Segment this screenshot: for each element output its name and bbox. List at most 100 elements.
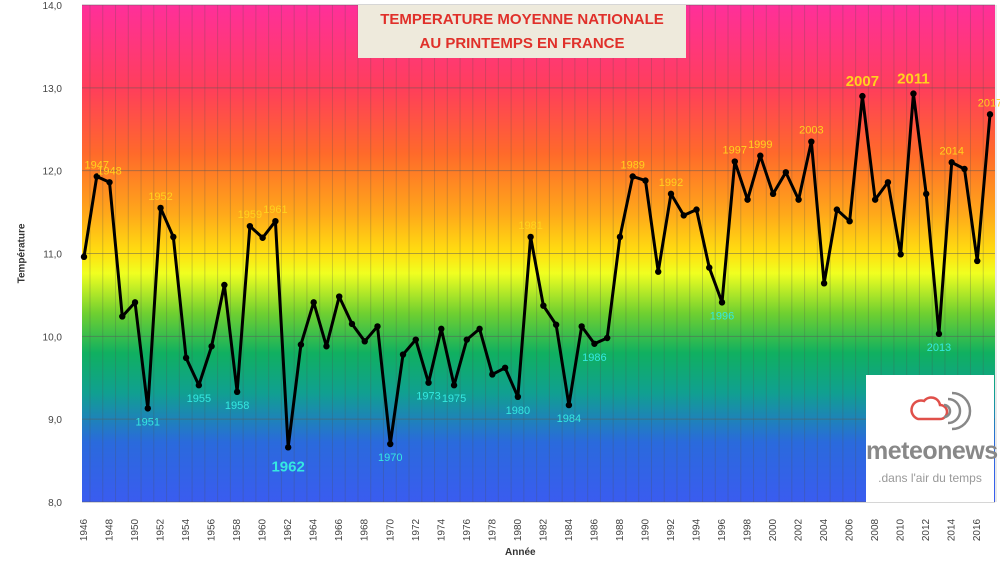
low-year-label: 1958	[225, 400, 249, 412]
x-tick-label: 2004	[819, 518, 830, 541]
low-year-label: 1955	[187, 393, 211, 405]
y-tick-label: 14,0	[43, 1, 63, 12]
data-point	[565, 401, 573, 409]
data-point	[259, 234, 266, 241]
high-year-label: 1961	[263, 204, 287, 216]
data-point	[706, 264, 713, 271]
x-tick-label: 1952	[156, 518, 167, 541]
data-point	[833, 206, 841, 213]
x-tick-label: 2002	[794, 518, 805, 541]
data-point	[336, 293, 343, 300]
x-tick-label: 1988	[615, 518, 626, 541]
data-point	[655, 268, 662, 275]
low-year-label: 1975	[442, 393, 466, 405]
high-year-label: 2014	[939, 145, 963, 157]
y-tick-label: 11,0	[43, 250, 62, 261]
chart-title: TEMPERATURE MOYENNE NATIONALE AU PRINTEM…	[358, 5, 686, 58]
data-point	[221, 281, 228, 289]
low-year-label: 1973	[416, 391, 440, 403]
data-point	[157, 204, 164, 212]
x-tick-label: 1976	[462, 518, 473, 541]
x-tick-label: 1946	[79, 518, 90, 541]
x-tick-label: 1960	[258, 518, 269, 541]
logo-name: meteonews	[866, 437, 998, 465]
data-point	[450, 382, 458, 389]
data-point	[272, 217, 279, 225]
x-tick-label: 1978	[487, 518, 498, 541]
data-point	[731, 158, 738, 165]
x-tick-label: 1986	[589, 518, 600, 541]
data-point	[425, 379, 432, 386]
x-tick-label: 1990	[640, 518, 651, 541]
data-point	[323, 343, 330, 350]
data-point	[782, 169, 790, 176]
x-tick-label: 1974	[436, 518, 447, 541]
low-year-label: 1984	[557, 413, 581, 425]
high-year-label: 1989	[620, 159, 644, 171]
title-line-1: TEMPERATURE MOYENNE NATIONALE	[380, 11, 664, 28]
x-tick-label: 1972	[411, 518, 422, 541]
low-year-label: 1951	[136, 416, 160, 428]
y-tick-label: 12,0	[43, 167, 63, 178]
high-year-label: 1959	[238, 209, 262, 221]
data-point	[642, 177, 649, 184]
high-year-label: 1992	[659, 177, 683, 189]
high-year-label: 1999	[748, 139, 772, 151]
data-point	[80, 253, 88, 261]
x-tick-label: 1964	[309, 518, 320, 541]
x-tick-label: 2016	[972, 518, 983, 541]
x-tick-label: 1980	[513, 518, 524, 541]
data-point	[871, 196, 879, 203]
x-tick-label: 1962	[283, 518, 294, 541]
data-point	[182, 354, 190, 362]
y-axis-label: Température	[16, 223, 28, 284]
high-year-label: 1947	[85, 159, 109, 171]
x-tick-label: 2012	[921, 518, 932, 541]
logo-tagline: .dans l'air du temps	[878, 471, 982, 485]
data-point	[208, 343, 215, 350]
high-year-label: 1997	[723, 145, 747, 157]
data-point	[463, 336, 471, 343]
data-point	[948, 159, 955, 166]
x-tick-label: 2000	[768, 518, 779, 541]
data-point	[961, 165, 968, 173]
data-point	[769, 190, 777, 198]
data-point	[297, 341, 305, 348]
data-point	[348, 320, 356, 328]
data-point	[233, 388, 241, 396]
high-year-label: 2017	[978, 97, 1000, 109]
meteonews-logo: meteonews .dans l'air du temps	[866, 375, 998, 502]
x-tick-label: 1968	[360, 518, 371, 541]
data-point	[591, 340, 598, 347]
data-point	[974, 257, 981, 265]
data-point	[808, 138, 815, 145]
data-point	[986, 111, 994, 118]
high-year-label: 1952	[148, 191, 172, 203]
data-point	[476, 325, 483, 333]
data-point	[820, 280, 828, 287]
data-point	[540, 302, 547, 309]
high-year-label: 1981	[518, 220, 542, 232]
data-point	[897, 251, 904, 258]
data-point	[884, 179, 892, 186]
cloud-signal-icon	[910, 391, 972, 431]
data-point	[438, 325, 445, 333]
high-year-label: 2011	[897, 71, 930, 88]
x-tick-label: 1950	[130, 518, 141, 541]
x-tick-label: 1998	[743, 518, 754, 541]
title-line-2: AU PRINTEMPS EN FRANCE	[419, 35, 625, 52]
x-axis-label: Année	[505, 547, 536, 558]
low-year-label: 1970	[378, 452, 402, 464]
x-tick-label: 1992	[666, 518, 677, 541]
x-tick-label: 2010	[896, 518, 907, 541]
data-point	[361, 338, 368, 345]
data-point	[744, 196, 751, 203]
low-year-label: 2013	[927, 342, 951, 354]
x-tick-label: 1996	[717, 518, 728, 541]
data-point	[552, 321, 560, 328]
y-tick-label: 13,0	[43, 84, 63, 95]
high-year-label: 2007	[846, 73, 879, 90]
x-tick-label: 1954	[181, 518, 192, 541]
data-point	[119, 313, 126, 320]
data-point	[795, 196, 802, 203]
